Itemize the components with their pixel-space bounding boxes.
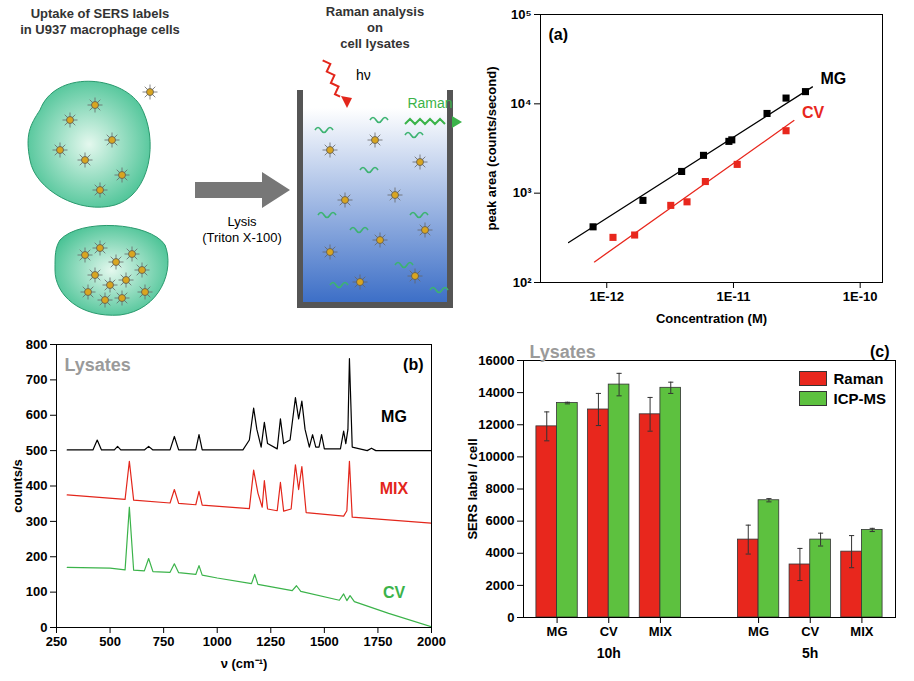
svg-text:MG: MG [547, 624, 568, 639]
svg-text:400: 400 [26, 478, 48, 493]
svg-text:2000: 2000 [417, 634, 446, 649]
svg-text:10²: 10² [513, 275, 532, 290]
svg-text:Raman: Raman [407, 95, 452, 111]
svg-text:10⁵: 10⁵ [511, 7, 532, 22]
svg-text:Uptake of SERS labels: Uptake of SERS labels [31, 6, 170, 21]
svg-text:1000: 1000 [203, 634, 232, 649]
svg-text:Lysates: Lysates [530, 342, 596, 362]
svg-text:1500: 1500 [310, 634, 339, 649]
svg-text:(c): (c) [870, 343, 890, 360]
svg-text:12000: 12000 [478, 417, 514, 432]
svg-text:700: 700 [26, 372, 48, 387]
svg-text:(Triton X-100): (Triton X-100) [202, 230, 282, 245]
svg-text:4000: 4000 [486, 545, 515, 560]
svg-text:counts/s: counts/s [10, 459, 25, 512]
svg-text:Lysis: Lysis [227, 214, 257, 229]
svg-text:in U937 macrophage cells: in U937 macrophage cells [20, 22, 180, 37]
svg-text:MG: MG [381, 408, 407, 425]
svg-text:1E-12: 1E-12 [589, 289, 624, 304]
svg-text:CV: CV [802, 104, 825, 121]
svg-text:MG: MG [820, 70, 846, 87]
svg-text:2000: 2000 [486, 578, 515, 593]
svg-text:MG: MG [748, 624, 769, 639]
svg-text:0: 0 [507, 610, 514, 625]
svg-text:ν (cm⁻¹): ν (cm⁻¹) [221, 656, 268, 671]
svg-text:(a): (a) [549, 26, 569, 43]
svg-text:Raman analysis: Raman analysis [326, 4, 424, 19]
svg-text:10⁴: 10⁴ [511, 96, 532, 111]
html-text:ICP-MS: ICP-MS [833, 389, 886, 407]
svg-text:1E-11: 1E-11 [716, 289, 750, 304]
svg-text:200: 200 [26, 549, 48, 564]
svg-text:6000: 6000 [486, 513, 515, 528]
svg-text:peak area (counts/second): peak area (counts/second) [484, 67, 499, 231]
svg-text:MIX: MIX [649, 624, 672, 639]
svg-text:10³: 10³ [513, 185, 532, 200]
svg-text:10000: 10000 [478, 449, 514, 464]
svg-text:500: 500 [99, 634, 121, 649]
svg-text:5h: 5h [802, 645, 818, 661]
svg-text:cell lysates: cell lysates [340, 36, 409, 51]
svg-text:16000: 16000 [478, 353, 514, 368]
svg-text:14000: 14000 [478, 385, 514, 400]
svg-text:250: 250 [46, 634, 68, 649]
svg-text:500: 500 [26, 443, 48, 458]
svg-text:MIX: MIX [850, 624, 873, 639]
svg-text:Concentration (M): Concentration (M) [656, 311, 767, 326]
svg-text:10h: 10h [597, 645, 621, 661]
svg-text:(b): (b) [403, 356, 423, 373]
html-text:Raman: Raman [833, 369, 884, 387]
svg-text:8000: 8000 [486, 481, 515, 496]
svg-text:100: 100 [26, 584, 48, 599]
svg-text:CV: CV [600, 624, 618, 639]
svg-text:hν: hν [356, 67, 371, 83]
svg-text:0: 0 [40, 620, 47, 635]
svg-text:CV: CV [801, 624, 819, 639]
svg-text:1750: 1750 [363, 634, 392, 649]
svg-text:on: on [367, 20, 383, 35]
svg-text:600: 600 [26, 407, 48, 422]
svg-text:SERS label / cell: SERS label / cell [465, 438, 480, 539]
svg-text:MIX: MIX [380, 480, 409, 497]
svg-text:750: 750 [153, 634, 175, 649]
svg-text:1250: 1250 [256, 634, 285, 649]
svg-text:1E-10: 1E-10 [843, 289, 878, 304]
svg-text:300: 300 [26, 514, 48, 529]
svg-text:CV: CV [383, 584, 406, 601]
svg-text:Lysates: Lysates [65, 355, 131, 375]
svg-text:800: 800 [26, 337, 48, 352]
